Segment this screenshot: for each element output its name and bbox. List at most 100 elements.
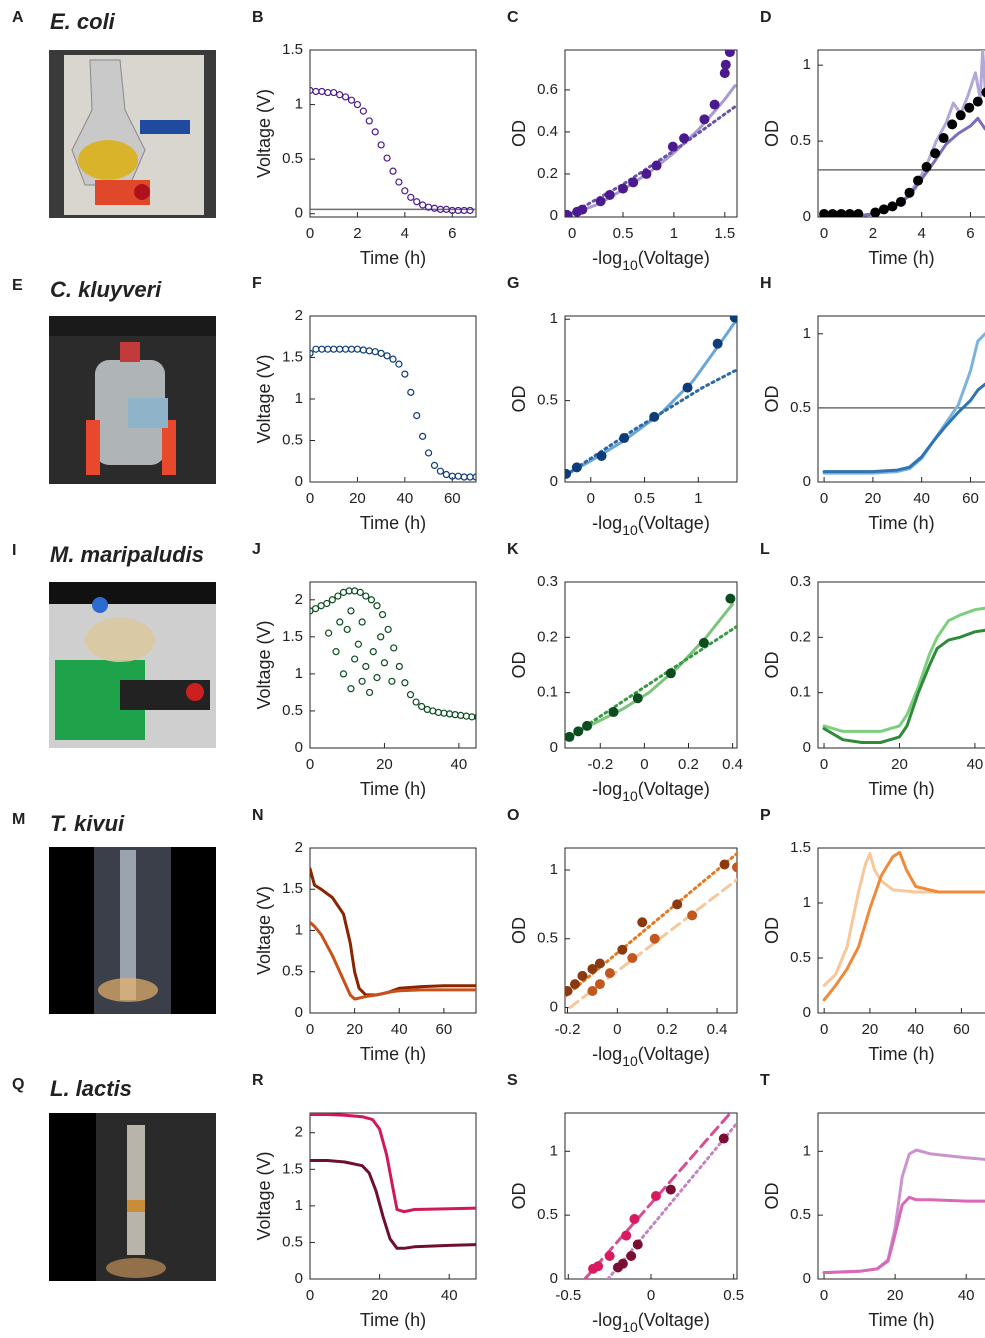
- series-line: [824, 852, 985, 999]
- data-point: [629, 1214, 639, 1224]
- x-tick-label: 60: [444, 490, 461, 507]
- data-point-open: [378, 142, 384, 148]
- data-point: [666, 668, 676, 678]
- data-point: [633, 1240, 643, 1250]
- y-tick-label: 0.6: [537, 81, 558, 98]
- x-tick-label: 0: [306, 1021, 314, 1038]
- chart: P00.511.50204060Time (h)OD: [760, 807, 985, 1064]
- data-point-open: [374, 675, 380, 681]
- x-axis-label: -log10(Voltage): [592, 1044, 710, 1069]
- x-tick-label: 4: [401, 225, 409, 242]
- data-point-open: [396, 179, 402, 185]
- chart: L00.10.20.302040Time (h)OD: [760, 541, 985, 799]
- data-point: [713, 339, 723, 349]
- data-point: [633, 693, 643, 703]
- y-axis-label: OD: [509, 651, 529, 678]
- data-point-open: [402, 188, 408, 194]
- y-tick-label: 2: [295, 1124, 303, 1141]
- y-axis-label: OD: [762, 120, 782, 147]
- series-line: [310, 1115, 477, 1212]
- data-point-open: [349, 97, 355, 103]
- y-tick-label: 0.5: [282, 1233, 303, 1250]
- data-point: [973, 97, 983, 107]
- chart: O00.51-0.200.20.4-log10(Voltage)OD: [507, 807, 742, 1068]
- y-tick-label: 0.5: [790, 949, 811, 966]
- y-tick-label: 1.5: [282, 348, 303, 365]
- data-point-open: [331, 346, 337, 352]
- y-tick-label: 1: [803, 325, 811, 342]
- plot-area: [824, 1150, 985, 1273]
- x-tick-label: 0: [306, 225, 314, 242]
- data-point: [699, 638, 709, 648]
- data-point: [725, 594, 735, 604]
- x-tick-label: 40: [391, 1021, 408, 1038]
- y-tick-label: 0: [550, 739, 558, 756]
- x-tick-label: 0: [587, 490, 595, 507]
- data-point: [621, 1231, 631, 1241]
- y-tick-label: 0.5: [790, 399, 811, 416]
- y-tick-label: 0: [803, 473, 811, 490]
- series-line: [565, 319, 737, 475]
- data-point: [887, 201, 897, 211]
- y-tick-label: 1: [295, 390, 303, 407]
- data-point: [587, 986, 597, 996]
- x-axis-label: Time (h): [360, 1310, 426, 1330]
- y-tick-label: 1: [550, 1142, 558, 1159]
- y-tick-label: 1: [550, 310, 558, 327]
- data-point-open: [432, 462, 438, 468]
- data-point-open: [359, 619, 365, 625]
- data-point-open: [359, 678, 365, 684]
- x-tick-label: 0.4: [722, 756, 743, 773]
- organism-title: L. lactis: [50, 1076, 132, 1101]
- panel-letter: B: [252, 9, 264, 26]
- y-tick-label: 0.3: [537, 573, 558, 590]
- panel-letter: D: [760, 9, 772, 26]
- data-point-open: [408, 194, 414, 200]
- data-point: [618, 184, 628, 194]
- x-tick-label: 20: [371, 1287, 388, 1304]
- plot-area: [310, 869, 477, 999]
- y-axis-label: OD: [509, 917, 529, 944]
- data-point: [687, 910, 697, 920]
- y-tick-label: 0: [295, 473, 303, 490]
- data-point-open: [402, 371, 408, 377]
- x-axis-label: Time (h): [868, 248, 934, 268]
- data-point-open: [372, 129, 378, 135]
- y-tick-label: 0.2: [537, 628, 558, 645]
- x-tick-label: -0.5: [555, 1287, 581, 1304]
- y-tick-label: 0: [803, 1004, 811, 1021]
- data-point-open: [380, 612, 386, 618]
- x-axis-label-part: (Voltage): [638, 779, 710, 799]
- y-tick-label: 1.5: [790, 839, 811, 856]
- photo-a: [49, 50, 216, 218]
- x-tick-label: 0: [306, 756, 314, 773]
- series-line: [310, 1161, 477, 1249]
- y-tick-label: 1.5: [282, 41, 303, 58]
- data-point: [720, 860, 730, 870]
- y-tick-label: 1: [803, 894, 811, 911]
- data-point: [582, 721, 592, 731]
- organism-title: M. maripaludis: [50, 542, 204, 567]
- data-point: [561, 469, 571, 479]
- data-point: [595, 979, 605, 989]
- series-line: [310, 869, 477, 995]
- x-axis-label-part: (Voltage): [638, 1044, 710, 1064]
- y-tick-label: 0: [295, 1270, 303, 1287]
- data-point: [710, 100, 720, 110]
- data-point: [593, 1261, 603, 1271]
- y-axis-label: OD: [762, 1182, 782, 1209]
- y-axis-label: Voltage (V): [254, 89, 274, 178]
- x-axis-label: Time (h): [868, 1044, 934, 1064]
- data-point: [562, 210, 572, 220]
- photo-i: [49, 582, 216, 748]
- data-point: [650, 934, 660, 944]
- series-line: [824, 334, 985, 473]
- panel-letter: N: [252, 807, 264, 824]
- chart: R00.511.5202040Time (h)Voltage (V): [252, 1072, 477, 1330]
- data-point: [668, 142, 678, 152]
- y-tick-label: 1: [295, 1197, 303, 1214]
- data-point-open: [407, 692, 413, 698]
- x-tick-label: 0: [613, 1021, 621, 1038]
- plot-area: [310, 1115, 477, 1249]
